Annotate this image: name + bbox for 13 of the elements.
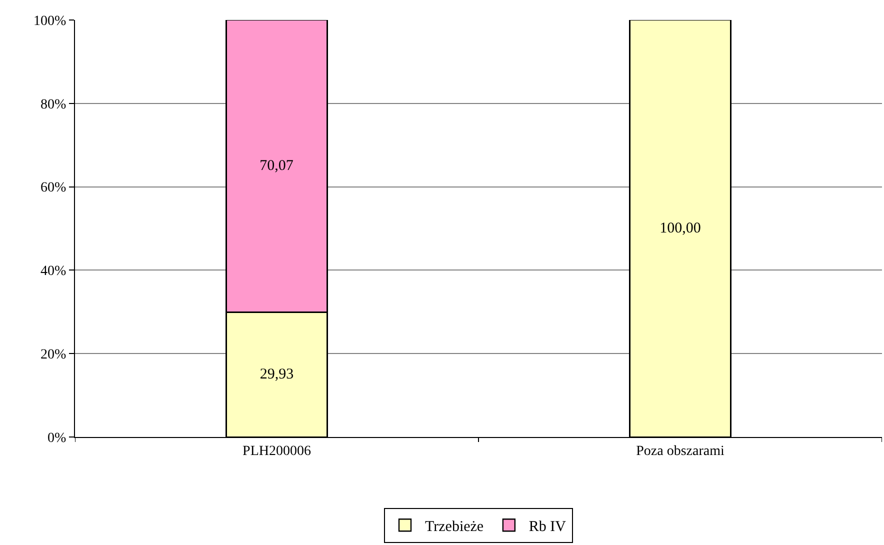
y-tick-label: 0% bbox=[48, 430, 67, 446]
y-tick-label: 100% bbox=[34, 14, 67, 29]
y-tick-label: 40% bbox=[40, 264, 67, 280]
y-tick-label: 60% bbox=[40, 180, 67, 196]
data-label: 100,00 bbox=[660, 220, 701, 236]
data-label: 70,07 bbox=[260, 158, 294, 174]
y-tick-label: 20% bbox=[40, 348, 67, 362]
legend-label: Trzebieże bbox=[425, 518, 484, 535]
data-label: 29,93 bbox=[260, 366, 294, 383]
x-tick-label: Poza obszarami bbox=[636, 444, 724, 459]
x-tick-label: PLH200006 bbox=[242, 444, 311, 459]
legend-label: Rb IV bbox=[528, 518, 566, 535]
y-tick-label: 80% bbox=[40, 97, 67, 112]
